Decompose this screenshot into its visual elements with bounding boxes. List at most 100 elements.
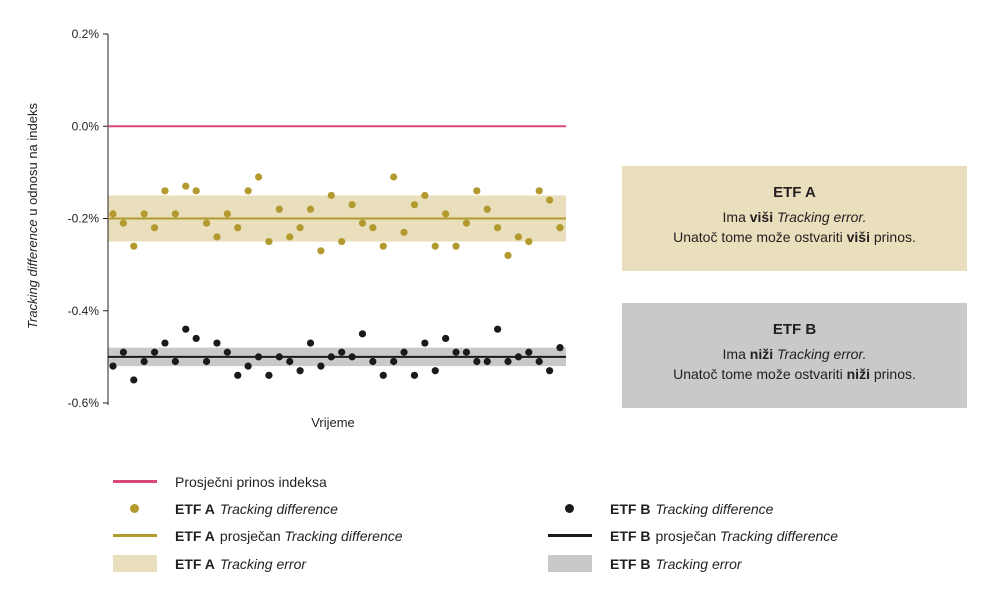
- etf-b-data-point: [462, 348, 471, 356]
- etf-b-data-point: [556, 344, 564, 352]
- etf-b-data-point: [244, 362, 252, 370]
- legend-etf-b-td: ETF B Tracking difference: [548, 498, 773, 520]
- etf-a-data-point: [306, 205, 315, 213]
- etf-b-data-point: [327, 353, 335, 361]
- etf-a-data-point: [317, 247, 325, 255]
- etf-a-data-point: [452, 242, 460, 250]
- etf-b-data-point: [525, 348, 533, 356]
- etf-b-data-point: [535, 357, 543, 366]
- etf-b-data-point: [234, 371, 242, 379]
- etf-a-data-point: [462, 219, 471, 227]
- etf-b-data-point: [338, 348, 346, 356]
- etf-b-data-point: [317, 362, 325, 370]
- legend-index-return: Prosječni prinos indeksa: [113, 471, 327, 493]
- etf-b-box-line1: Ima niži Tracking error.: [722, 346, 867, 362]
- etf-b-data-point: [254, 353, 263, 361]
- etf-a-data-point: [431, 242, 439, 250]
- etf-b-data-point: [306, 339, 315, 347]
- y-tick-label: -0.4%: [68, 304, 100, 318]
- legend-etf-a-td: ETF A Tracking difference: [113, 498, 338, 520]
- etf-b-data-point: [546, 367, 554, 375]
- etf-a-box-line2: Unatoč tome može ostvariti viši prinos.: [673, 229, 916, 245]
- etf-a-data-point: [109, 210, 117, 218]
- etf-a-data-point: [223, 210, 231, 218]
- etf-b-data-point: [421, 339, 429, 347]
- etf-b-data-point: [369, 357, 377, 366]
- etf-b-data-point: [410, 371, 419, 379]
- etf-a-data-point: [494, 224, 502, 232]
- etf-a-data-point: [234, 224, 242, 232]
- etf-a-data-point: [546, 196, 554, 204]
- etf-b-data-point: [442, 334, 450, 343]
- etf-a-data-point: [358, 219, 367, 227]
- y-tick-label: -0.2%: [68, 212, 100, 226]
- etf-a-data-point: [535, 187, 543, 195]
- etf-a-data-point: [182, 182, 190, 190]
- etf-b-data-point: [504, 357, 512, 366]
- y-axis-ticks: 0.2% 0.0% -0.2% -0.4% -0.6%: [68, 27, 108, 410]
- etf-b-data-point: [171, 357, 179, 366]
- etf-a-data-point: [244, 187, 252, 195]
- etf-a-data-point: [171, 210, 179, 218]
- etf-a-data-point: [161, 187, 169, 195]
- etf-a-data-point: [265, 237, 273, 246]
- y-tick-label: 0.2%: [72, 27, 100, 41]
- etf-b-data-point: [223, 348, 231, 356]
- etf-a-data-point: [192, 187, 200, 195]
- etf-b-data-point: [140, 357, 148, 366]
- etf-a-data-point: [473, 187, 481, 195]
- etf-a-data-point: [421, 191, 429, 200]
- plot-area: [107, 34, 566, 405]
- etf-b-data-point: [119, 348, 127, 356]
- etf-a-data-point: [504, 251, 512, 259]
- etf-a-data-point: [379, 242, 387, 250]
- y-tick-label: -0.6%: [68, 396, 100, 410]
- etf-b-data-point: [452, 348, 460, 356]
- legend-etf-a-line-swatch: [113, 525, 157, 547]
- etf-a-data-point: [202, 219, 211, 227]
- legend-etf-b-te: ETF B Tracking error: [548, 553, 742, 575]
- etf-a-info-box: ETF A Ima viši Tracking error. Unatoč to…: [622, 166, 967, 271]
- etf-b-data-point: [109, 362, 117, 370]
- etf-b-data-point: [431, 367, 439, 375]
- x-axis-label: Vrijeme: [311, 415, 355, 430]
- legend-etf-b-band-swatch: [548, 553, 592, 575]
- etf-a-data-point: [254, 173, 263, 181]
- etf-a-data-point: [213, 233, 221, 241]
- etf-b-data-point: [358, 330, 367, 338]
- etf-a-data-point: [327, 191, 335, 200]
- legend-etf-a-te: ETF A Tracking error: [113, 553, 306, 575]
- etf-b-data-point: [150, 348, 159, 356]
- etf-b-data-point: [483, 357, 491, 366]
- etf-b-data-point: [265, 371, 273, 379]
- etf-a-data-point: [483, 205, 491, 213]
- legend-etf-a-band-swatch: [113, 553, 157, 575]
- etf-a-data-point: [119, 219, 127, 227]
- etf-a-data-point: [130, 242, 138, 250]
- legend-etf-a-dot-swatch: [113, 498, 157, 520]
- etf-b-data-point: [390, 357, 398, 366]
- etf-a-data-point: [369, 224, 377, 232]
- etf-a-data-point: [150, 224, 159, 232]
- y-axis-label: Tracking difference u odnosu na indeks: [25, 103, 40, 329]
- etf-b-data-point: [161, 339, 169, 347]
- etf-b-data-point: [348, 353, 356, 361]
- etf-b-data-point: [275, 353, 283, 361]
- etf-a-box-line1: Ima viši Tracking error.: [722, 209, 867, 225]
- etf-a-data-point: [140, 210, 148, 218]
- etf-a-data-point: [338, 237, 346, 246]
- etf-a-data-point: [442, 210, 450, 218]
- etf-b-data-point: [514, 353, 523, 361]
- etf-a-data-point: [514, 233, 523, 241]
- legend-index-line-swatch: [113, 471, 157, 493]
- etf-b-box-title: ETF B: [772, 321, 817, 338]
- etf-a-box-title: ETF A: [773, 184, 816, 201]
- etf-b-data-point: [213, 339, 221, 347]
- etf-a-data-point: [348, 201, 356, 209]
- etf-b-data-point: [202, 357, 211, 366]
- etf-a-data-point: [286, 233, 294, 241]
- y-tick-label: 0.0%: [72, 119, 100, 133]
